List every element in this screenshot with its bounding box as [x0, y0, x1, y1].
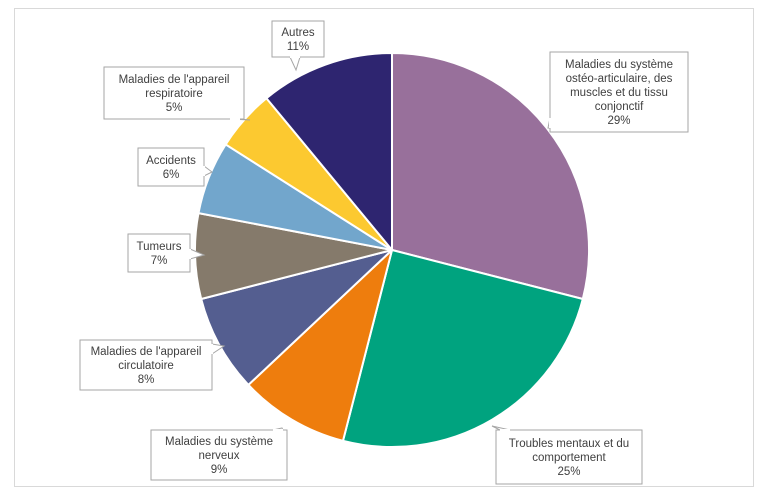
pie-slice-2	[342, 249, 584, 448]
label-box	[549, 51, 689, 133]
slice-category-label: muscles et du tissu	[570, 87, 668, 99]
slice-percent-label: 7%	[151, 255, 168, 267]
slice-percent-label: 11%	[287, 41, 309, 53]
pie-slices	[194, 52, 590, 448]
slice-category-label: nerveux	[199, 450, 240, 462]
slice-percent-label: 25%	[557, 466, 580, 478]
label-pointer	[289, 56, 301, 72]
label-box	[150, 429, 288, 481]
slice-category-label: Tumeurs	[137, 241, 182, 253]
pie-slice-8	[265, 52, 393, 251]
data-label-8: Autres 11%	[271, 20, 325, 72]
slice-category-label: Maladies de l'appareil	[119, 74, 230, 86]
slice-category-label: Maladies du système	[165, 436, 273, 448]
slice-category-label: respiratoire	[145, 88, 203, 100]
slice-percent-label: 8%	[138, 374, 155, 386]
slice-percent-label: 5%	[166, 102, 183, 114]
label-box	[271, 20, 325, 58]
pie-slice-3	[247, 249, 393, 442]
data-label-4: Maladies de l'appareil circulatoire 8%	[79, 339, 226, 391]
slice-category-label: comportement	[532, 452, 606, 464]
slice-category-label: ostéo-articulaire, des	[566, 73, 673, 85]
slice-percent-label: 6%	[163, 169, 180, 181]
label-box	[103, 66, 245, 120]
label-box	[137, 147, 205, 187]
slice-category-label: conjonctif	[595, 101, 644, 113]
label-box	[127, 233, 191, 273]
slice-category-label: Maladies de l'appareil	[91, 346, 202, 358]
data-labels: Maladies du système ostéo-articulaire, de…	[79, 20, 689, 485]
slice-category-label: Troubles mentaux et du	[509, 438, 629, 450]
slice-percent-label: 29%	[607, 115, 630, 127]
slice-category-label: Maladies du système	[565, 59, 673, 71]
data-label-7: Maladies de l'appareil respiratoire 5%	[103, 66, 251, 121]
slice-category-label: Accidents	[146, 155, 196, 167]
data-label-2: Troubles mentaux et du comportement 25%	[491, 425, 643, 485]
data-label-6: Accidents 6%	[137, 147, 213, 187]
slice-category-label: Autres	[281, 27, 314, 39]
label-box	[495, 429, 643, 485]
data-label-3: Maladies du système nerveux 9%	[150, 427, 288, 481]
label-box	[79, 339, 213, 391]
slice-percent-label: 9%	[211, 464, 228, 476]
data-label-1: Maladies du système ostéo-articulaire, de…	[547, 51, 689, 133]
data-label-5: Tumeurs 7%	[127, 233, 206, 273]
pie-slice-1	[391, 52, 590, 300]
slice-category-label: circulatoire	[118, 360, 174, 372]
